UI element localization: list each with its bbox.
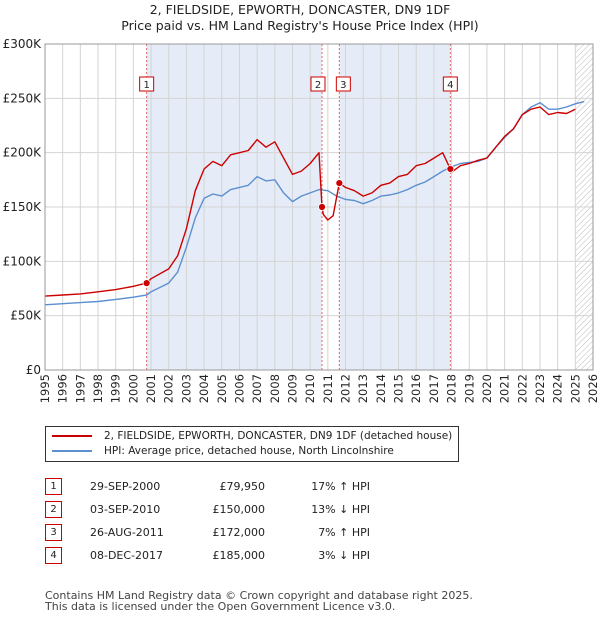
sale-point — [335, 179, 344, 187]
legend-swatch-property — [52, 435, 92, 437]
footer-line-1: Contains HM Land Registry data © Crown c… — [45, 589, 473, 602]
x-tick-label: 2003 — [179, 374, 193, 403]
sale-number-box — [139, 76, 155, 92]
x-tick-label: 2019 — [462, 374, 476, 403]
x-tick-label: 2020 — [480, 374, 494, 403]
y-tick-label: £300K — [3, 37, 43, 51]
x-tick-label: 1997 — [73, 374, 87, 403]
x-tick-label: 2023 — [533, 374, 547, 403]
y-tick-label: £200K — [3, 146, 43, 160]
x-tick-label: 1996 — [56, 374, 70, 403]
legend-swatch-hpi — [52, 450, 92, 452]
x-tick-label: 2018 — [445, 374, 459, 403]
sale-point — [318, 203, 326, 211]
transaction-number: 3 — [45, 524, 62, 541]
transaction-number: 2 — [45, 501, 62, 518]
table-row: 1 29-SEP-2000 £79,950 17% ↑ HPI — [45, 474, 465, 497]
x-tick-label: 2026 — [586, 374, 600, 403]
sale-number-label: 1 — [143, 80, 149, 91]
x-tick-label: 1999 — [109, 374, 123, 403]
transaction-date: 29-SEP-2000 — [90, 480, 161, 493]
transaction-number: 4 — [45, 547, 62, 564]
legend-item-property: 2, FIELDSIDE, EPWORTH, DONCASTER, DN9 1D… — [52, 430, 452, 444]
x-tick-label: 2000 — [126, 374, 140, 403]
transaction-price: £79,950 — [219, 480, 266, 493]
legend-item-hpi: HPI: Average price, detached house, Nort… — [52, 445, 394, 459]
transaction-date: 08-DEC-2017 — [90, 549, 164, 562]
table-row: 3 26-AUG-2011 £172,000 7% ↑ HPI — [45, 520, 465, 543]
property-price-line — [44, 106, 576, 297]
sale-number-box — [335, 76, 351, 92]
x-tick-label: 2005 — [215, 374, 229, 403]
x-tick-label: 2013 — [356, 374, 370, 403]
x-tick-label: 2025 — [568, 374, 582, 403]
sale-number-box — [442, 76, 458, 92]
transaction-price: £150,000 — [212, 503, 266, 516]
x-tick-label: 2011 — [321, 374, 335, 403]
chart-title: 2, FIELDSIDE, EPWORTH, DONCASTER, DN9 1D… — [0, 2, 600, 34]
transaction-hpi: 7% ↑ HPI — [318, 526, 370, 539]
x-tick-label: 2016 — [409, 374, 423, 403]
legend-label-property: 2, FIELDSIDE, EPWORTH, DONCASTER, DN9 1D… — [104, 430, 453, 442]
transaction-number: 1 — [45, 478, 62, 495]
legend-label-hpi: HPI: Average price, detached house, Nort… — [104, 445, 394, 457]
x-tick-label: 1995 — [38, 374, 52, 403]
transactions-table: 1 29-SEP-2000 £79,950 17% ↑ HPI 2 03-SEP… — [45, 474, 465, 566]
title-line-2: Price paid vs. HM Land Registry's House … — [121, 18, 479, 33]
x-tick-label: 2004 — [197, 374, 211, 403]
y-tick-label: £50K — [10, 309, 42, 323]
sale-number-label: 4 — [447, 80, 453, 91]
transaction-hpi: 3% ↓ HPI — [318, 549, 370, 562]
table-row: 4 08-DEC-2017 £185,000 3% ↓ HPI — [45, 543, 465, 566]
x-tick-label: 2024 — [551, 374, 565, 403]
x-tick-label: 2015 — [392, 374, 406, 403]
transaction-date: 03-SEP-2010 — [90, 503, 161, 516]
x-tick-label: 2001 — [144, 374, 158, 403]
y-tick-label: £150K — [3, 200, 43, 214]
x-tick-label: 2012 — [339, 374, 353, 403]
table-row: 2 03-SEP-2010 £150,000 13% ↓ HPI — [45, 497, 465, 520]
x-tick-label: 2017 — [427, 374, 441, 403]
x-tick-label: 1998 — [91, 374, 105, 403]
sale-number-label: 2 — [315, 80, 321, 91]
x-tick-label: 2014 — [374, 374, 388, 403]
y-tick-label: £0 — [26, 363, 41, 377]
x-tick-label: 2006 — [232, 374, 246, 403]
x-tick-label: 2007 — [250, 374, 264, 403]
transaction-hpi: 13% ↓ HPI — [311, 503, 370, 516]
x-tick-label: 2008 — [268, 374, 282, 403]
y-tick-label: £100K — [3, 254, 43, 268]
y-tick-label: £250K — [3, 91, 43, 105]
footer-line-2: This data is licensed under the Open Gov… — [45, 600, 396, 613]
x-tick-label: 2021 — [498, 374, 512, 403]
x-tick-label: 2010 — [303, 374, 317, 403]
sale-number-label: 3 — [340, 80, 346, 91]
transaction-price: £185,000 — [212, 549, 266, 562]
x-tick-label: 2009 — [285, 374, 299, 403]
sale-point — [142, 279, 151, 288]
legend: 2, FIELDSIDE, EPWORTH, DONCASTER, DN9 1D… — [45, 426, 459, 462]
title-line-1: 2, FIELDSIDE, EPWORTH, DONCASTER, DN9 1D… — [149, 2, 451, 17]
transaction-price: £172,000 — [212, 526, 266, 539]
x-tick-label: 2002 — [162, 374, 176, 403]
transaction-date: 26-AUG-2011 — [90, 526, 164, 539]
plot-border — [44, 43, 594, 371]
x-tick-label: 2022 — [515, 374, 529, 403]
footer: Contains HM Land Registry data © Crown c… — [45, 590, 473, 612]
transaction-hpi: 17% ↑ HPI — [311, 480, 370, 493]
sale-number-box — [310, 76, 326, 92]
sale-point — [446, 165, 455, 173]
